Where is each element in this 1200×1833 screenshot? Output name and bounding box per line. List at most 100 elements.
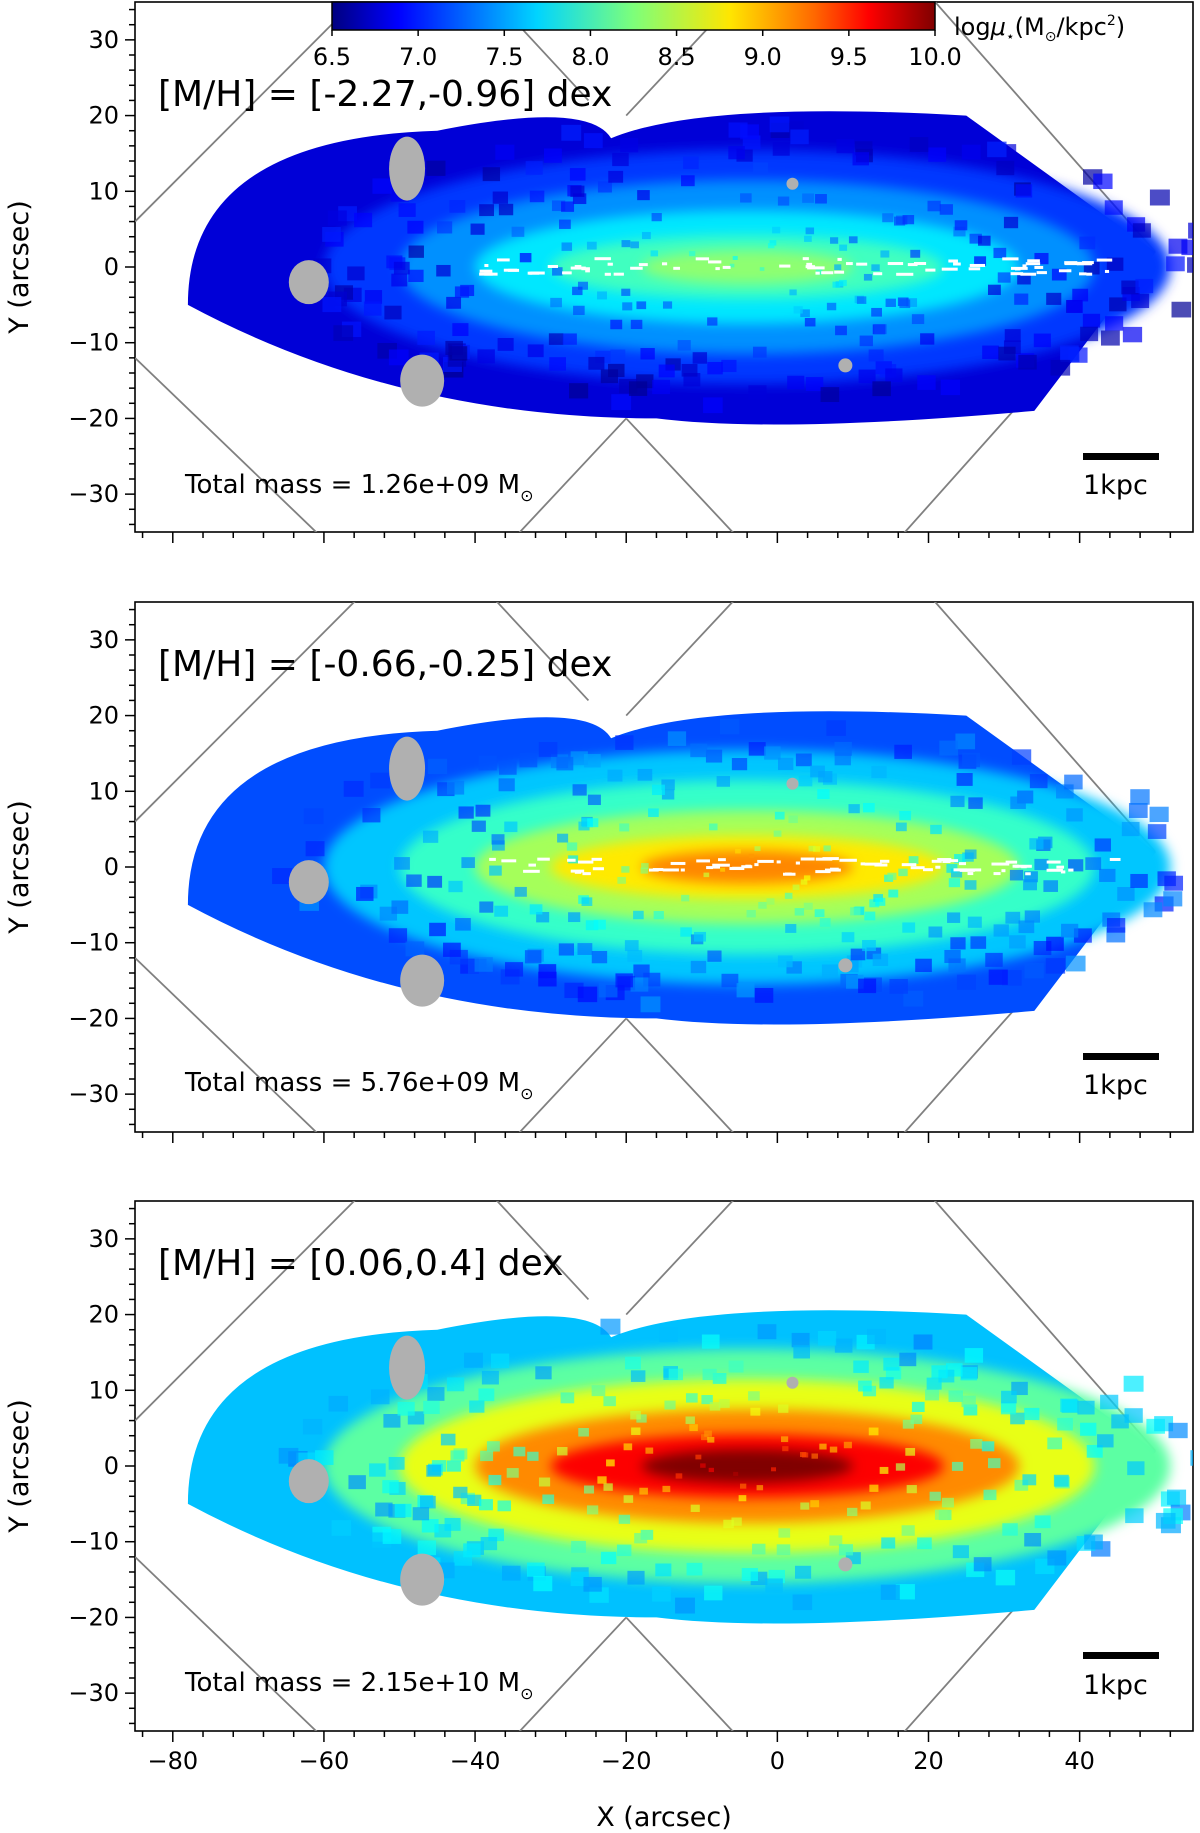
voronoi-bin — [784, 892, 793, 899]
voronoi-bin — [974, 256, 987, 266]
voronoi-bin — [815, 194, 827, 204]
total-mass-label: Total mass = 1.26e+09 M⊙ — [184, 470, 534, 505]
voronoi-bin — [630, 977, 649, 992]
voronoi-bin — [874, 324, 887, 335]
voronoi-bin — [898, 868, 908, 877]
voronoi-bin — [960, 1367, 978, 1381]
voronoi-bin — [721, 359, 737, 373]
voronoi-bin — [690, 743, 708, 758]
voronoi-bin — [791, 1332, 810, 1348]
voronoi-bin — [549, 357, 566, 371]
y-tick-label: −20 — [68, 1603, 119, 1631]
voronoi-bin — [927, 200, 941, 212]
dust-lane-gap — [630, 266, 643, 270]
dust-lane-gap — [1036, 271, 1047, 275]
voronoi-bin — [637, 190, 650, 201]
voronoi-bin — [1045, 958, 1066, 974]
dust-lane-gap — [887, 262, 904, 266]
voronoi-bin — [707, 317, 718, 326]
voronoi-bin — [636, 301, 647, 310]
voronoi-bin — [681, 894, 690, 902]
voronoi-bin — [733, 1471, 739, 1476]
dust-lane-gap — [529, 271, 540, 275]
voronoi-bin — [675, 1473, 683, 1479]
dust-lane-gap — [592, 867, 604, 871]
voronoi-bin — [446, 296, 462, 309]
voronoi-bin — [800, 1502, 810, 1510]
voronoi-bin — [759, 267, 765, 271]
voronoi-bin — [479, 901, 494, 913]
dust-lane-gap — [856, 262, 868, 266]
voronoi-bin — [598, 982, 618, 998]
dust-lane-gap — [864, 862, 882, 866]
dust-lane-gap — [913, 262, 927, 266]
voronoi-bin — [343, 780, 364, 797]
voronoi-bin — [464, 1352, 483, 1368]
dust-lane-gap — [1068, 868, 1074, 872]
voronoi-bin — [514, 886, 527, 897]
voronoi-bin — [987, 141, 1007, 158]
masked-region — [786, 777, 799, 790]
voronoi-bin — [1065, 955, 1086, 972]
dust-lane-gap — [712, 865, 721, 869]
voronoi-bin — [621, 240, 631, 248]
x-axis-title: X (arcsec) — [596, 1802, 732, 1833]
voronoi-bin — [1166, 1489, 1187, 1505]
y-tick-label: 20 — [88, 702, 119, 730]
voronoi-bin — [1143, 902, 1163, 918]
masked-region — [786, 1376, 799, 1389]
voronoi-bin — [587, 818, 599, 828]
voronoi-bin — [603, 1396, 616, 1407]
voronoi-bin — [793, 1345, 810, 1359]
voronoi-bin — [709, 823, 718, 831]
voronoi-bin — [1068, 859, 1084, 872]
voronoi-bin — [928, 147, 947, 162]
dust-lane-gap — [779, 264, 791, 268]
dust-lane-gap — [821, 271, 834, 275]
scale-bar-label: 1kpc — [1083, 1670, 1148, 1701]
voronoi-bin — [463, 1543, 481, 1558]
voronoi-bin — [758, 901, 767, 909]
voronoi-bin — [978, 235, 991, 246]
voronoi-bin — [906, 298, 918, 307]
dust-lane-gap — [591, 857, 602, 861]
voronoi-bin — [834, 264, 842, 271]
voronoi-bin — [998, 346, 1016, 361]
voronoi-bin — [1127, 1461, 1145, 1476]
voronoi-bin — [616, 1544, 632, 1557]
voronoi-bin — [803, 875, 811, 881]
voronoi-bin — [597, 1476, 607, 1484]
dust-lane-gap — [1001, 869, 1006, 873]
voronoi-bin — [820, 387, 840, 403]
voronoi-bin — [535, 1366, 552, 1380]
dust-lane-gap — [484, 272, 498, 276]
voronoi-bin — [502, 1565, 521, 1581]
dust-lane-gap — [604, 272, 611, 276]
dust-lane-gap — [577, 860, 594, 864]
y-tick-label: 0 — [104, 1452, 119, 1480]
voronoi-bin — [872, 381, 891, 397]
voronoi-bin — [939, 204, 953, 215]
voronoi-bin — [911, 314, 925, 325]
masked-region — [838, 958, 853, 973]
voronoi-bin — [557, 833, 569, 843]
voronoi-bin — [619, 823, 630, 832]
voronoi-bin — [995, 1569, 1016, 1586]
voronoi-bin — [667, 731, 687, 746]
voronoi-bin — [650, 250, 659, 257]
y-tick-label: −10 — [68, 1528, 119, 1556]
dust-lane-gap — [1046, 860, 1061, 864]
voronoi-bin — [1128, 803, 1148, 818]
voronoi-bin — [558, 943, 574, 956]
voronoi-bin — [1121, 821, 1140, 837]
voronoi-bin — [490, 1353, 510, 1369]
voronoi-bin — [1024, 1532, 1042, 1547]
voronoi-bin — [562, 333, 577, 345]
voronoi-bin — [1147, 824, 1167, 839]
voronoi-bin — [661, 779, 675, 791]
voronoi-bin — [1024, 871, 1038, 883]
voronoi-bin — [570, 185, 585, 197]
voronoi-bin — [929, 1491, 941, 1501]
voronoi-bin — [704, 1585, 723, 1601]
voronoi-bin — [788, 815, 798, 824]
